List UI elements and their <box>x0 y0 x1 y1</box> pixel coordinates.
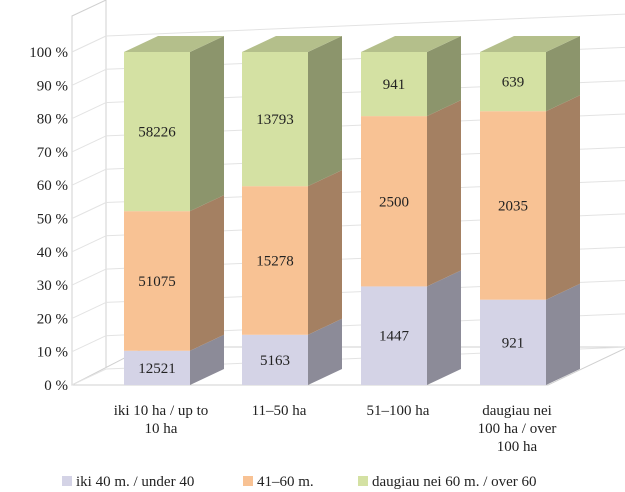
bar-segment <box>361 286 427 385</box>
bar-segment-side <box>190 36 224 212</box>
bar-segment-side <box>190 195 224 351</box>
bar-segment-side <box>427 36 461 117</box>
gridline-side <box>71 202 107 219</box>
data-label: 51075 <box>138 274 176 290</box>
bar-segment-side <box>308 170 342 335</box>
y-tick-label: 10 % <box>37 345 68 361</box>
bar-top <box>242 36 342 52</box>
bar-segment <box>361 116 427 287</box>
bar-top <box>361 36 461 52</box>
bar-segment <box>242 52 308 187</box>
bar-segment-side <box>546 36 580 112</box>
bar-segment-side <box>546 283 580 385</box>
bar-segment-side <box>427 270 461 385</box>
gridline-side <box>71 335 107 353</box>
x-category-label: 100 ha / over <box>478 421 557 437</box>
bar-segment <box>480 299 546 385</box>
y-tick-label: 50 % <box>37 212 68 228</box>
gridline-side <box>71 102 107 120</box>
bar-top <box>480 36 580 52</box>
bar-segment <box>124 350 190 385</box>
gridline <box>105 13 625 37</box>
data-label: 12521 <box>138 361 176 377</box>
gridline-side <box>71 235 107 253</box>
legend-swatch <box>62 476 72 486</box>
data-label: 58226 <box>138 125 176 141</box>
bar-segment-side <box>308 318 342 385</box>
side-wall <box>71 0 107 386</box>
bar-segment-side <box>190 334 224 385</box>
bar-segment <box>124 52 190 212</box>
bar-segment <box>480 52 546 112</box>
data-label: 639 <box>502 75 525 91</box>
x-category-label: 11–50 ha <box>252 403 307 419</box>
y-tick-label: 60 % <box>37 178 68 194</box>
x-category-label: iki 10 ha / up to <box>114 403 209 419</box>
bar-segment-side <box>546 95 580 300</box>
x-category-label: daugiau nei <box>482 403 552 419</box>
x-category-label: 10 ha <box>145 421 178 437</box>
y-tick-label: 100 % <box>29 45 68 61</box>
legend-swatch <box>358 476 368 486</box>
data-label: 15278 <box>256 253 294 269</box>
data-label: 2500 <box>379 194 409 210</box>
x-category-label: 51–100 ha <box>367 403 430 419</box>
bar-segment-side <box>427 100 461 287</box>
bar-segment-side <box>308 36 342 187</box>
bar-segment <box>242 334 308 385</box>
data-label: 13793 <box>256 112 294 128</box>
data-label: 921 <box>502 335 525 351</box>
legend-entry: daugiau nei 60 m. / over 60 <box>372 474 537 490</box>
gridline-side <box>71 135 107 153</box>
data-label: 2035 <box>498 198 528 214</box>
gridline-side <box>71 68 107 86</box>
gridline-side <box>71 268 107 286</box>
y-tick-label: 70 % <box>37 145 68 161</box>
data-label: 941 <box>383 77 406 93</box>
y-tick-label: 0 % <box>44 378 68 394</box>
bar-segment <box>124 211 190 351</box>
y-tick-label: 30 % <box>37 278 68 294</box>
y-tick-label: 90 % <box>37 78 68 94</box>
gridline-side <box>71 368 107 386</box>
data-label: 1447 <box>379 329 410 345</box>
bar-segment <box>480 111 546 300</box>
bar-top <box>124 36 224 52</box>
gridline-side <box>71 168 107 186</box>
y-tick-label: 40 % <box>37 245 68 261</box>
bar-segment <box>242 186 308 335</box>
y-tick-label: 80 % <box>37 112 68 128</box>
data-label: 5163 <box>260 353 290 369</box>
legend-entry: iki 40 m. / under 40 <box>76 474 194 490</box>
legend-entry: 41–60 m. <box>257 474 314 490</box>
bar-segment <box>361 52 427 117</box>
gridline-side <box>71 301 107 319</box>
y-tick-label: 20 % <box>37 311 68 327</box>
legend-swatch <box>243 476 253 486</box>
x-category-label: 100 ha <box>497 439 538 455</box>
gridline-side <box>71 35 107 53</box>
